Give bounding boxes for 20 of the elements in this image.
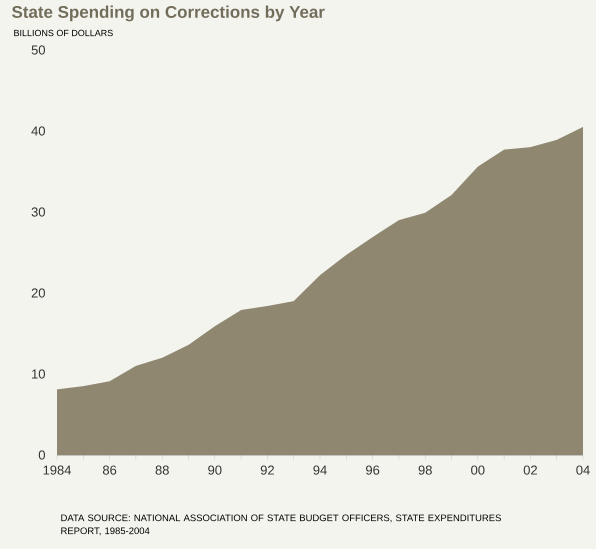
y-tick-label: 20	[32, 288, 45, 298]
x-tick-label: 98	[418, 466, 432, 475]
y-tick-label: 0	[38, 450, 45, 460]
y-axis-title: BILLIONS OF DOLLARS	[14, 30, 113, 36]
y-tick-label: 30	[32, 207, 45, 217]
x-tick-label: 94	[313, 466, 327, 475]
x-tick-label: 00	[471, 466, 485, 475]
x-tick-label: 90	[208, 466, 222, 475]
y-tick-label: 50	[32, 45, 45, 55]
x-tick-label: 1984	[44, 466, 72, 475]
x-tick-label: 04	[576, 466, 590, 475]
y-tick-label: 40	[31, 126, 45, 136]
x-tick-label: 86	[102, 466, 116, 475]
x-tick-label: 02	[524, 466, 537, 475]
x-tick-label: 88	[156, 466, 169, 475]
x-tick-label: 96	[366, 466, 380, 475]
y-tick-label: 10	[32, 369, 45, 379]
chart-title: State Spending on Corrections by Year	[12, 6, 325, 22]
x-tick-label: 92	[260, 466, 274, 475]
source-note: DATA SOURCE: NATIONAL ASSOCIATION OF STATE BUDGET OFFICERS, STATE EXPENDITURES REPORT, 1985-2004	[61, 514, 501, 536]
